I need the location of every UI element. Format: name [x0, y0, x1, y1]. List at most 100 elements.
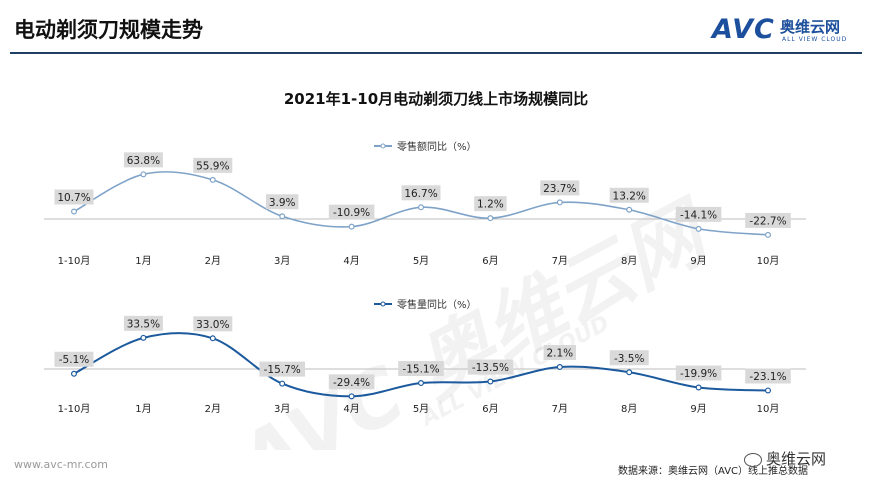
data-label-box [398, 361, 444, 377]
data-point [209, 176, 216, 183]
data-label-box [54, 189, 94, 205]
data-point [418, 204, 425, 211]
page-title: 电动剃须刀规模走势 [14, 18, 203, 42]
data-point [764, 231, 771, 238]
data-label: -3.5% [614, 353, 644, 365]
data-point [70, 208, 77, 215]
data-label-box [401, 185, 441, 201]
category-tick-label: 1月 [135, 255, 151, 267]
data-label: 3.9% [269, 197, 296, 209]
category-tick-label: 4月 [343, 255, 359, 267]
data-label: -19.9% [680, 368, 717, 380]
data-label-box [259, 361, 305, 377]
data-label-box [609, 187, 649, 203]
data-label-box [328, 204, 375, 220]
category-tick-label: 1-10月 [58, 403, 91, 415]
category-tick-label: 5月 [413, 403, 429, 415]
legend-marker [380, 143, 386, 149]
category-tick-label: 5月 [413, 255, 429, 267]
footer-url[interactable]: www.avc-mr.com [14, 458, 108, 471]
category-tick-label: 3月 [274, 255, 290, 267]
data-label-box [543, 345, 576, 361]
data-label: -15.7% [264, 364, 301, 376]
data-label-box [675, 365, 722, 381]
category-tick-label: 1-10月 [58, 255, 91, 267]
data-point [487, 215, 494, 222]
data-label-box [540, 180, 580, 196]
legend-entry: 零售量同比（%） [397, 298, 477, 311]
data-label: 55.9% [196, 160, 229, 172]
data-point [695, 384, 702, 391]
data-label: 23.7% [543, 183, 576, 195]
data-label-box [474, 196, 507, 212]
data-point [764, 387, 771, 394]
data-point [140, 171, 147, 178]
data-label: 2.1% [546, 348, 573, 360]
data-label-box [675, 206, 722, 222]
data-label: -22.7% [749, 215, 786, 227]
category-tick-label: 9月 [690, 403, 706, 415]
category-tick-label: 2月 [205, 403, 221, 415]
data-label: -14.1% [680, 209, 717, 221]
logo-mark: AVC [712, 14, 775, 45]
data-label-box [193, 157, 233, 173]
data-point [487, 378, 494, 385]
category-tick-label: 3月 [274, 403, 290, 415]
wechat-account: 奥维云网 [766, 450, 827, 468]
data-label-box [123, 315, 163, 331]
data-point [140, 334, 147, 341]
wechat-badge: 奥维云网 [744, 448, 826, 469]
wechat-icon [744, 452, 762, 467]
data-label: -5.1% [59, 354, 89, 366]
data-point [348, 223, 355, 230]
data-point [279, 380, 286, 387]
data-label: -10.9% [333, 207, 370, 219]
data-point [626, 369, 633, 376]
data-label: 13.2% [613, 190, 646, 202]
data-point [209, 335, 216, 342]
data-label: 10.7% [57, 192, 90, 204]
data-point [556, 364, 563, 371]
data-label: 63.8% [127, 155, 160, 167]
data-label: 16.7% [404, 188, 437, 200]
data-label: -15.1% [402, 364, 439, 376]
data-label-box [193, 316, 233, 332]
category-tick-label: 8月 [621, 255, 637, 267]
data-label: -13.5% [472, 362, 509, 374]
data-label: -29.4% [333, 377, 370, 389]
data-label-box [54, 351, 94, 367]
data-label: -23.1% [749, 371, 786, 383]
data-label-box [266, 194, 299, 210]
data-label-box [609, 350, 649, 366]
data-point [695, 225, 702, 232]
data-source: 数据来源：奥维云网（AVC）线上推总数据 [618, 466, 809, 477]
series-line [73, 171, 769, 236]
logo-en: ALL VIEW CLOUD [782, 36, 848, 43]
data-point [556, 199, 563, 206]
category-tick-label: 10月 [757, 255, 780, 267]
data-point [626, 206, 633, 213]
data-label-box [328, 374, 375, 390]
avc-logo: AVC 奥维云网 ALL VIEW CLOUD [712, 14, 862, 48]
category-tick-label: 2月 [205, 255, 221, 267]
category-tick-label: 7月 [552, 403, 568, 415]
category-tick-label: 8月 [621, 403, 637, 415]
data-point [70, 370, 77, 377]
chart-title: 2021年1-10月电动剃须刀线上市场规模同比 [283, 90, 589, 108]
data-label-box [467, 359, 514, 375]
legend-marker [380, 301, 386, 307]
data-label: 33.0% [196, 319, 229, 331]
data-label-box [745, 212, 791, 228]
category-tick-label: 10月 [757, 403, 780, 415]
category-tick-label: 6月 [482, 403, 498, 415]
category-tick-label: 1月 [135, 403, 151, 415]
data-label-box [123, 152, 163, 168]
data-point [418, 380, 425, 387]
legend-entry: 零售额同比（%） [397, 140, 477, 153]
header-rule [10, 52, 862, 54]
data-point [348, 393, 355, 400]
category-tick-label: 9月 [690, 255, 706, 267]
data-label: 33.5% [127, 318, 160, 330]
category-tick-label: 4月 [343, 403, 359, 415]
